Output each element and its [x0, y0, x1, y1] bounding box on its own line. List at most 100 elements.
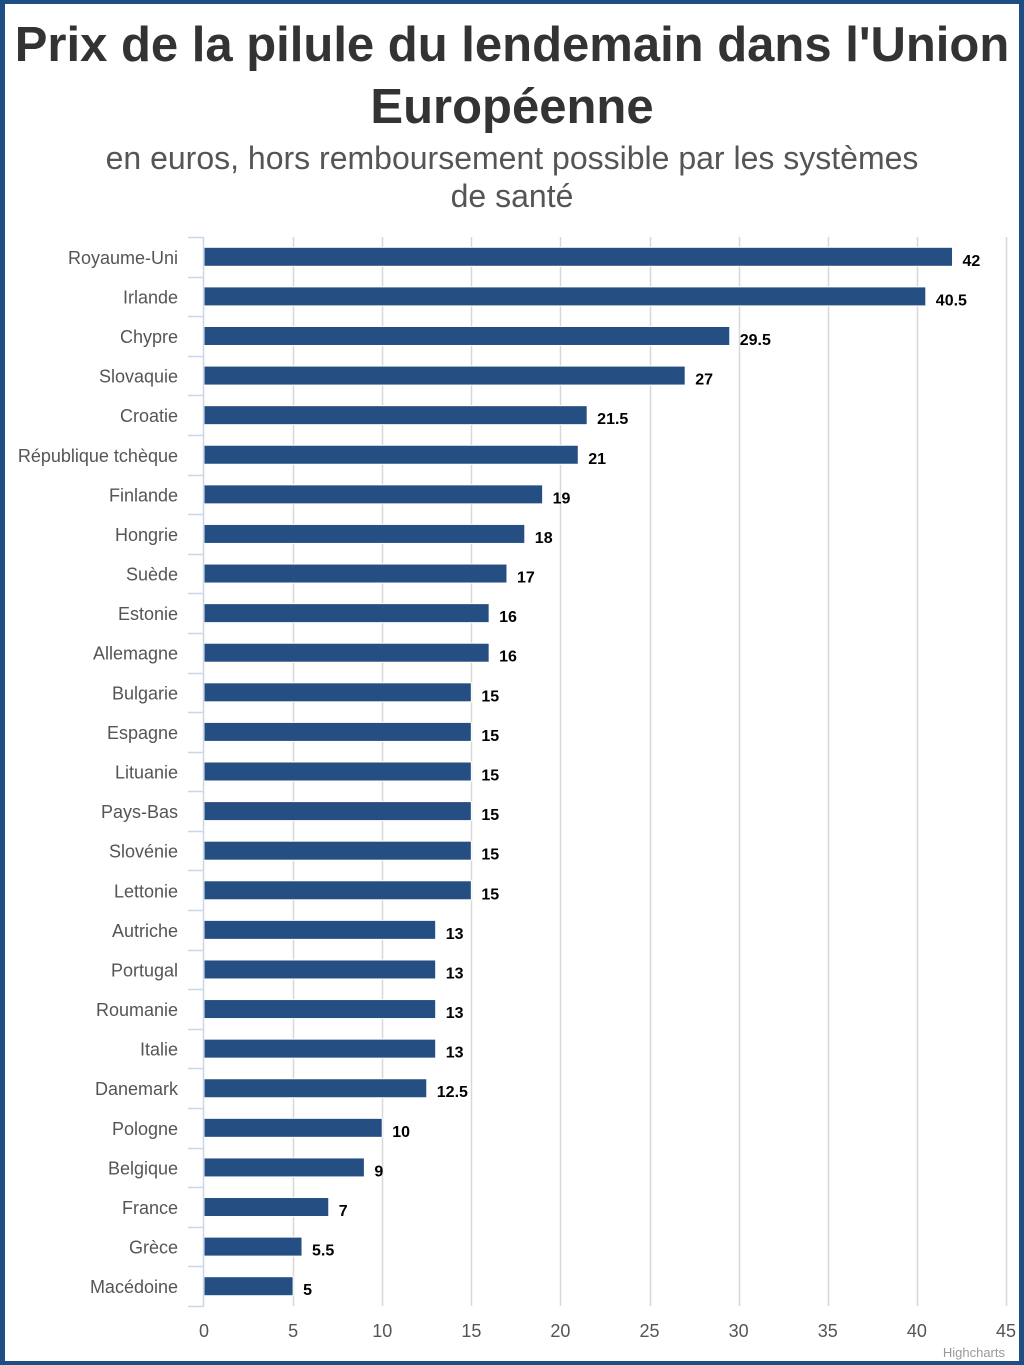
bar[interactable] [203, 840, 472, 861]
data-label: 19 [553, 490, 571, 507]
bar[interactable] [203, 365, 686, 386]
data-label: 13 [446, 965, 464, 982]
tick-label: 0 [199, 1321, 209, 1341]
bar[interactable] [203, 721, 472, 742]
bar[interactable] [203, 1197, 330, 1218]
bar[interactable] [203, 484, 544, 505]
data-label: 9 [374, 1163, 383, 1180]
category-label: Irlande [123, 287, 178, 307]
chart-subtitle: en euros, hors remboursement possible pa… [90, 139, 934, 215]
category-label: France [122, 1198, 178, 1218]
bar[interactable] [203, 444, 579, 465]
data-label: 40.5 [936, 292, 967, 309]
tick-label: 15 [461, 1321, 481, 1341]
data-label: 10 [392, 1124, 410, 1141]
category-label: Autriche [112, 921, 178, 941]
chart-title-text: Prix de la pilule du lendemain dans l'Un… [14, 18, 1010, 134]
category-label: Allemagne [93, 644, 178, 664]
data-label: 5 [303, 1282, 312, 1299]
tick-label: 5 [288, 1321, 298, 1341]
category-label: Belgique [108, 1158, 178, 1178]
tick-label: 10 [372, 1321, 392, 1341]
bar[interactable] [203, 959, 437, 980]
category-label: Pologne [112, 1119, 178, 1139]
bar[interactable] [203, 801, 472, 822]
category-label: Royaume-Uni [68, 248, 178, 268]
bar[interactable] [203, 880, 472, 901]
bar[interactable] [203, 999, 437, 1020]
category-label: Bulgarie [112, 683, 178, 703]
bar[interactable] [203, 642, 490, 663]
data-label: 7 [339, 1203, 348, 1220]
credits-link[interactable]: Highcharts [943, 1345, 1006, 1360]
category-label: Estonie [118, 604, 178, 624]
category-label: Croatie [120, 406, 178, 426]
bar[interactable] [203, 523, 526, 544]
category-label: Slovaquie [99, 367, 178, 387]
bar[interactable] [203, 1276, 294, 1297]
value-labels: 42 40.5 29.5 27 21.5 21 19 18 17 16 16 15 15 15 15 15 15… [303, 253, 980, 1299]
bars [203, 246, 954, 1297]
data-label: 16 [499, 649, 517, 666]
tick-label: 40 [907, 1321, 927, 1341]
data-label: 12.5 [437, 1084, 468, 1101]
category-label: Lettonie [114, 881, 178, 901]
bar[interactable] [203, 1117, 383, 1138]
chart-title: Prix de la pilule du lendemain dans l'Un… [0, 14, 1024, 138]
bar[interactable] [203, 1157, 365, 1178]
value-axis-labels: 0 5 10 15 20 25 30 35 40 45 [199, 1321, 1016, 1341]
category-label: Lituanie [115, 763, 178, 783]
tick-label: 25 [640, 1321, 660, 1341]
category-label: Pays-Bas [101, 802, 178, 822]
data-label: 13 [446, 1005, 464, 1022]
data-label: 15 [481, 688, 499, 705]
data-label: 21.5 [597, 411, 628, 428]
category-label: Italie [140, 1040, 178, 1060]
category-label: Danemark [95, 1079, 179, 1099]
category-label: Portugal [111, 960, 178, 980]
category-axis [188, 236, 205, 1308]
data-label: 15 [481, 807, 499, 824]
data-label: 15 [481, 728, 499, 745]
data-label: 29.5 [740, 332, 771, 349]
bar[interactable] [203, 1038, 437, 1059]
bar[interactable] [203, 1078, 428, 1099]
data-label: 15 [481, 847, 499, 864]
data-label: 15 [481, 886, 499, 903]
bar[interactable] [203, 286, 927, 307]
category-label: Roumanie [96, 1000, 178, 1020]
bar[interactable] [203, 246, 954, 267]
bar[interactable] [203, 325, 731, 346]
tick-label: 20 [550, 1321, 570, 1341]
category-label: République tchèque [18, 446, 178, 466]
bar[interactable] [203, 761, 472, 782]
tick-label: 45 [996, 1321, 1016, 1341]
bar[interactable] [203, 919, 437, 940]
bar[interactable] [203, 563, 508, 584]
data-label: 13 [446, 926, 464, 943]
bar[interactable] [203, 682, 472, 703]
category-label: Hongrie [115, 525, 178, 545]
bar[interactable] [203, 603, 490, 624]
bar[interactable] [203, 405, 588, 426]
bar[interactable] [203, 1236, 303, 1257]
data-label: 17 [517, 570, 535, 587]
category-labels: Royaume-Uni Irlande Chypre Slovaquie Croatie… [18, 248, 179, 1297]
tick-label: 30 [729, 1321, 749, 1341]
data-label: 15 [481, 768, 499, 785]
tick-label: 35 [818, 1321, 838, 1341]
data-label: 27 [695, 372, 713, 389]
data-label: 21 [588, 451, 606, 468]
category-label: Macédoine [90, 1277, 178, 1297]
data-label: 16 [499, 609, 517, 626]
category-label: Finlande [109, 485, 178, 505]
data-label: 42 [963, 253, 981, 270]
category-label: Suède [126, 565, 178, 585]
category-label: Espagne [107, 723, 178, 743]
category-label: Slovénie [109, 842, 178, 862]
data-label: 5.5 [312, 1243, 334, 1260]
category-label: Grèce [129, 1238, 178, 1258]
chart-subtitle-text: en euros, hors remboursement possible pa… [105, 140, 919, 214]
